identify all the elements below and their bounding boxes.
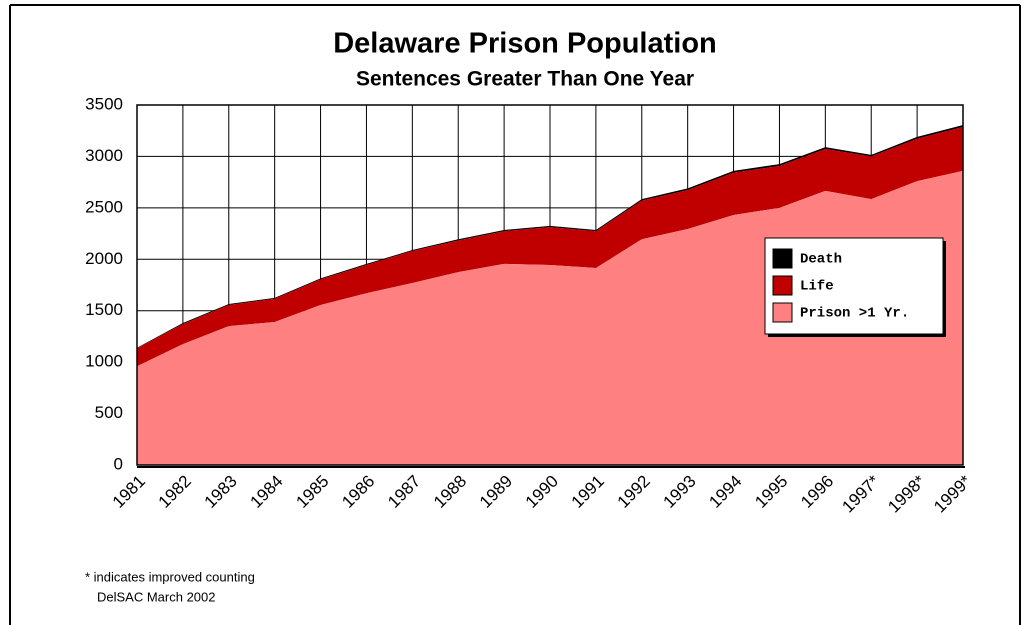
x-tick-label: 1992 — [614, 472, 654, 512]
area — [137, 126, 963, 367]
x-tick-label: 1993 — [659, 472, 699, 512]
x-tick-label: 1999* — [930, 471, 975, 516]
x-tick-label: 1994 — [705, 472, 745, 512]
legend — [764, 237, 944, 335]
y-tick-label: 0 — [114, 454, 123, 473]
x-tick-label: 1997* — [838, 471, 883, 516]
legend-label: Death — [800, 252, 842, 268]
x-tick-label: 1987 — [384, 472, 424, 512]
legend-label: Life — [800, 279, 834, 295]
footnote: DelSAC March 2002 — [97, 589, 216, 604]
footnote: * indicates improved counting — [85, 569, 255, 584]
x-tick-label: 1982 — [155, 472, 195, 512]
plot-border — [136, 104, 964, 466]
x-tick-label: 1991 — [568, 472, 608, 512]
x-tick-label: 1983 — [201, 472, 241, 512]
y-tick-label: 2500 — [85, 197, 123, 216]
y-tick-label: 2000 — [85, 249, 123, 268]
y-tick-label: 3000 — [85, 146, 123, 165]
chart-subtitle: Sentences Greater Than One Year — [356, 68, 694, 91]
x-tick-label: 1981 — [109, 472, 149, 512]
y-tick-label: 1000 — [85, 352, 123, 371]
legend-swatch — [772, 302, 793, 323]
x-tick-label: 1996 — [797, 472, 837, 512]
y-tick-label: 3500 — [85, 94, 123, 113]
y-tick-label: 1500 — [85, 300, 123, 319]
x-tick-label: 1986 — [338, 472, 378, 512]
chart-title: Delaware Prison Population — [333, 28, 717, 60]
x-tick-label: 1995 — [751, 472, 791, 512]
x-tick-label: 1988 — [430, 472, 470, 512]
x-tick-label: 1989 — [476, 472, 516, 512]
y-tick-label: 500 — [95, 403, 123, 422]
x-tick-label: 1984 — [246, 472, 286, 512]
x-tick-label: 1998* — [884, 471, 929, 516]
x-tick-label: 1990 — [522, 472, 562, 512]
legend-swatch — [772, 275, 793, 296]
x-tick-label: 1985 — [292, 472, 332, 512]
area — [137, 170, 963, 466]
legend-swatch — [772, 248, 793, 269]
legend-label: Prison >1 Yr. — [800, 306, 909, 322]
